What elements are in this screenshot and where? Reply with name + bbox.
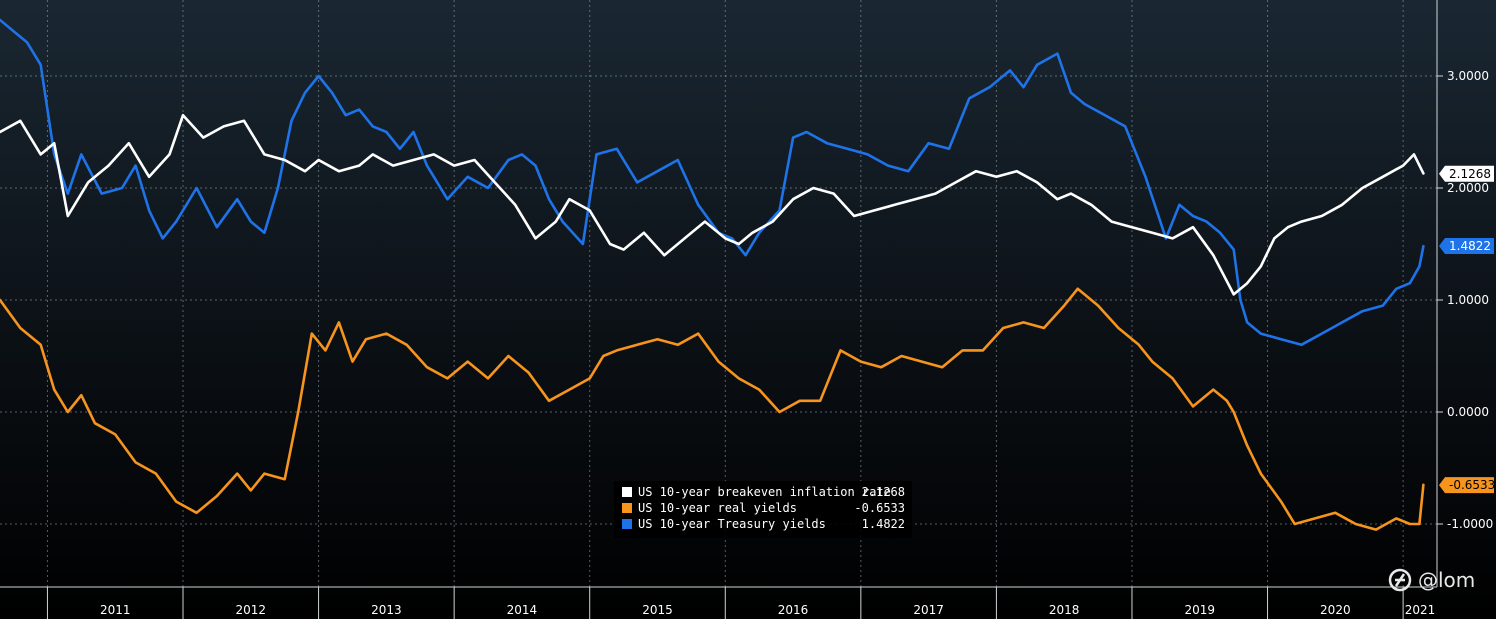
legend-label-real-yields: US 10-year real yields	[638, 501, 797, 515]
series-lines	[0, 18, 1425, 531]
y-tick-label: 0.0000	[1447, 405, 1489, 419]
bloomberg-logo-icon	[1388, 568, 1412, 592]
x-tick-label: 2018	[1049, 603, 1080, 617]
legend-value-real-yields: -0.6533	[854, 501, 905, 515]
x-tick-label: 2013	[371, 603, 402, 617]
x-tick-label: 2014	[507, 603, 538, 617]
watermark: @lom	[1388, 568, 1475, 592]
y-tick-label: 2.0000	[1447, 181, 1489, 195]
legend-swatch-breakeven	[622, 487, 632, 497]
badge-value: -0.6533	[1449, 478, 1495, 492]
y-tick-label: 1.0000	[1447, 293, 1489, 307]
legend-label-treasury: US 10-year Treasury yields	[638, 517, 826, 531]
legend-label-breakeven: US 10-year breakeven inflation rate	[638, 485, 891, 499]
badge-shape	[1439, 237, 1494, 254]
legend: US 10-year breakeven inflation rate 2.12…	[614, 481, 912, 538]
legend-value-treasury: 1.4822	[862, 517, 905, 531]
watermark-text: @lom	[1418, 568, 1475, 592]
series-line-breakeven	[0, 113, 1425, 296]
series-line-real-yields	[0, 287, 1425, 531]
x-tick-label: 2021	[1405, 603, 1436, 617]
last-value-badges: 2.1268 -0.6533 1.4822	[1439, 165, 1495, 494]
badge-shape	[1439, 477, 1494, 494]
badge-shape	[1439, 165, 1494, 182]
x-tick-label: 2020	[1320, 603, 1351, 617]
x-tick-label: 2017	[913, 603, 944, 617]
badge-value: 2.1268	[1449, 167, 1491, 181]
x-tick-label: 2019	[1184, 603, 1215, 617]
y-tick-label: 3.0000	[1447, 69, 1489, 83]
legend-swatch-treasury	[622, 519, 632, 529]
last-value-badge-real-yields: -0.6533	[1439, 477, 1495, 494]
series-line-treasury	[0, 18, 1425, 347]
legend-background	[614, 481, 912, 538]
x-tick-label: 2011	[100, 603, 131, 617]
y-tick-label: -1.0000	[1447, 517, 1493, 531]
x-tick-label: 2012	[236, 603, 267, 617]
last-value-badge-treasury: 1.4822	[1439, 237, 1494, 254]
x-tick-label: 2016	[778, 603, 809, 617]
legend-value-breakeven: 2.1268	[862, 485, 905, 499]
x-tick-label: 2015	[642, 603, 673, 617]
badge-value: 1.4822	[1449, 239, 1491, 253]
last-value-badge-breakeven: 2.1268	[1439, 165, 1494, 182]
legend-swatch-real-yields	[622, 503, 632, 513]
